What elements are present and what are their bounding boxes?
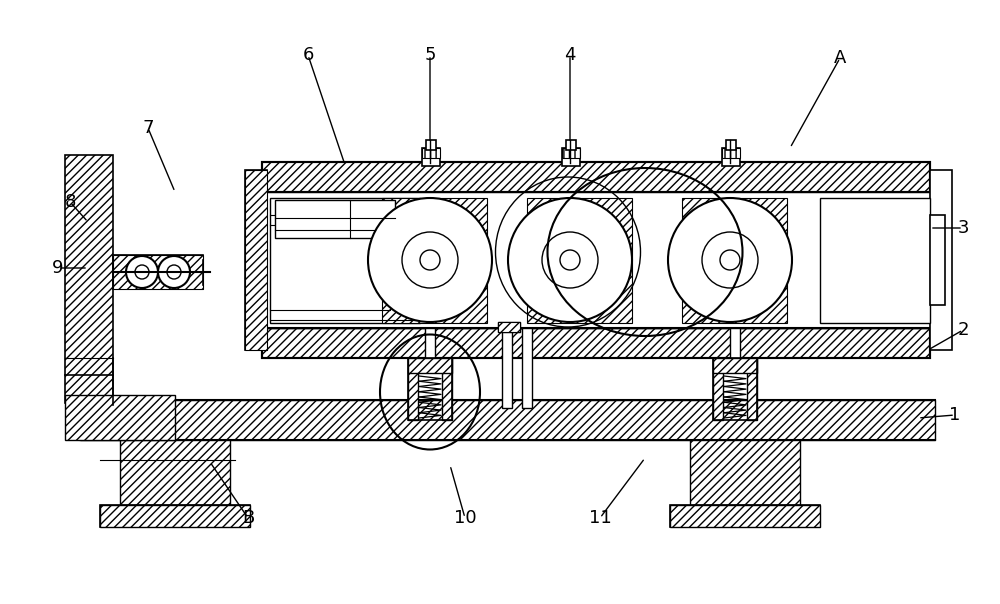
Text: 2: 2 [957,321,969,339]
Text: 8: 8 [64,193,76,211]
Bar [422,148,440,158]
Text: 6: 6 [302,46,314,64]
Bar [113,255,125,263]
Bar [100,505,250,527]
Text: 10: 10 [454,509,476,527]
Bar [425,328,435,360]
Bar [670,505,820,527]
Bar [722,148,740,158]
Circle shape [720,250,740,270]
Bar [713,358,723,420]
Bar [113,255,203,289]
Bar [422,148,440,166]
Text: 4: 4 [564,46,576,64]
Bar [275,200,395,238]
Bar [726,140,736,150]
Bar [690,440,800,505]
Circle shape [420,250,440,270]
Circle shape [158,256,190,288]
Text: 7: 7 [142,119,154,137]
Bar [442,358,452,420]
Bar [262,192,930,328]
Bar [498,322,520,332]
Bar [930,170,952,350]
Bar [80,400,935,440]
Text: 5: 5 [424,46,436,64]
Circle shape [668,198,792,322]
Bar [262,162,930,192]
Bar [426,140,436,150]
Bar [722,148,740,166]
Circle shape [402,232,458,288]
Bar [262,328,930,358]
Text: A: A [834,49,846,67]
Bar [670,505,820,527]
Bar [930,215,945,305]
Circle shape [560,250,580,270]
Bar [713,358,757,420]
Text: 11: 11 [589,509,611,527]
Circle shape [135,265,149,279]
Bar [270,198,420,323]
Bar [713,358,757,373]
Bar [408,358,452,373]
Bar [527,198,632,323]
Circle shape [542,232,598,288]
Bar [498,322,520,332]
Circle shape [126,256,158,288]
Circle shape [167,265,181,279]
Bar [747,358,757,420]
Bar [382,198,487,323]
Bar [502,328,512,408]
Bar [820,198,930,323]
Bar [408,358,418,420]
Bar [562,148,580,166]
Text: B: B [242,509,254,527]
Bar [522,328,532,408]
Bar [245,170,267,350]
Bar [245,170,267,350]
Bar [566,140,576,150]
Bar [113,255,203,289]
Bar [120,440,230,505]
Text: 9: 9 [52,259,64,277]
Bar [262,162,930,192]
Bar [262,328,930,358]
Bar [100,505,250,527]
Bar [65,155,113,403]
Bar [562,148,580,158]
Bar [408,358,452,420]
Circle shape [702,232,758,288]
Text: 1: 1 [949,406,961,424]
Circle shape [368,198,492,322]
Bar [113,275,125,283]
Bar [65,395,175,440]
Bar [682,198,787,323]
Circle shape [508,198,632,322]
Text: 3: 3 [957,219,969,237]
Bar [730,328,740,360]
